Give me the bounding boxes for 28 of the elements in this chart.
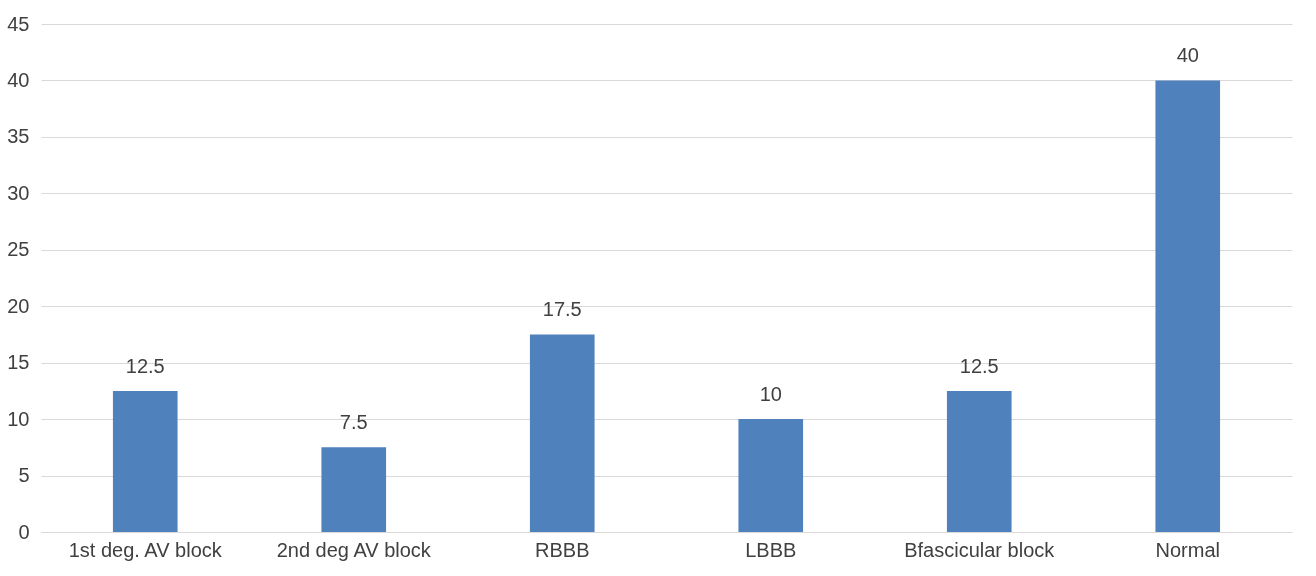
- x-tick-label: 1st deg. AV block: [68, 538, 223, 561]
- bar: [529, 334, 595, 532]
- bar: [738, 419, 804, 532]
- y-tick-label: 45: [7, 12, 30, 35]
- bar: [112, 390, 178, 532]
- y-tick-label: 30: [7, 181, 30, 204]
- y-tick-label: 10: [7, 407, 30, 430]
- y-tick-label: 15: [7, 351, 30, 374]
- data-label: 40: [1176, 44, 1199, 67]
- y-tick-label: 0: [18, 520, 30, 543]
- x-tick-label: LBBB: [745, 538, 797, 561]
- bar: [946, 390, 1012, 532]
- y-tick-label: 35: [7, 125, 30, 148]
- x-tick-label: Normal: [1155, 538, 1220, 561]
- data-label: 12.5: [959, 354, 999, 377]
- data-label: 10: [759, 383, 782, 406]
- bar: [321, 447, 387, 532]
- y-tick-label: 25: [7, 238, 30, 261]
- x-tick-label: RBBB: [535, 538, 590, 561]
- y-tick-label: 5: [18, 464, 30, 487]
- bar: [1155, 80, 1221, 532]
- y-tick-label: 40: [7, 68, 30, 91]
- data-label: 17.5: [542, 298, 582, 321]
- data-label: 12.5: [125, 354, 165, 377]
- y-tick-label: 20: [7, 294, 30, 317]
- data-label: 7.5: [339, 411, 368, 434]
- x-tick-label: Bfascicular block: [904, 538, 1056, 561]
- x-tick-label: 2nd deg AV block: [276, 538, 432, 561]
